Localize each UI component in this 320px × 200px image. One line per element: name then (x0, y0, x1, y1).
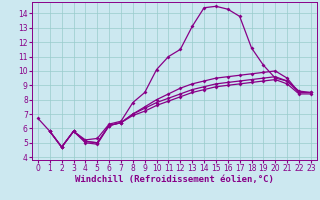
X-axis label: Windchill (Refroidissement éolien,°C): Windchill (Refroidissement éolien,°C) (75, 175, 274, 184)
